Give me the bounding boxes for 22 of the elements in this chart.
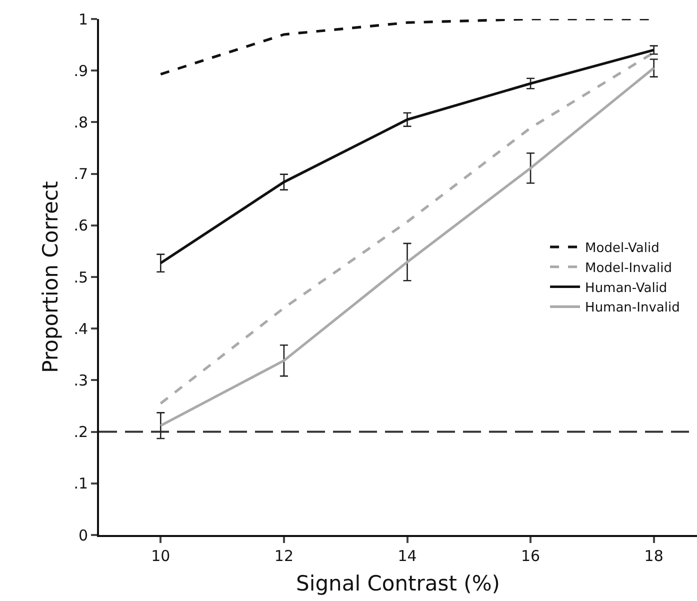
y-tick-label: .3 [74, 371, 88, 390]
x-tick-label: 14 [398, 547, 417, 565]
y-tick-label: 1 [78, 10, 88, 28]
y-tick-label: .9 [74, 62, 88, 80]
y-tick-label: .8 [74, 113, 88, 132]
x-tick-label: 18 [644, 547, 664, 565]
y-tick-label: .5 [74, 268, 88, 286]
legend-label: Model-Invalid [585, 260, 672, 276]
x-tick-label: 12 [274, 547, 294, 565]
y-axis-title: Proportion Correct [38, 181, 62, 373]
y-tick-label: .1 [74, 474, 88, 493]
x-tick-label: 10 [151, 547, 170, 565]
y-tick-label: .6 [74, 216, 88, 235]
legend-label: Human-Invalid [585, 300, 680, 316]
legend-label: Human-Valid [585, 280, 668, 296]
y-tick-label: .7 [74, 165, 88, 184]
y-tick-label: .2 [74, 423, 88, 442]
y-tick-label: .4 [74, 320, 88, 338]
x-tick-label: 16 [521, 547, 540, 565]
y-tick-label: 0 [78, 526, 88, 544]
legend-label: Model-Valid [585, 241, 660, 256]
x-axis-title: Signal Contrast (%) [296, 572, 500, 596]
